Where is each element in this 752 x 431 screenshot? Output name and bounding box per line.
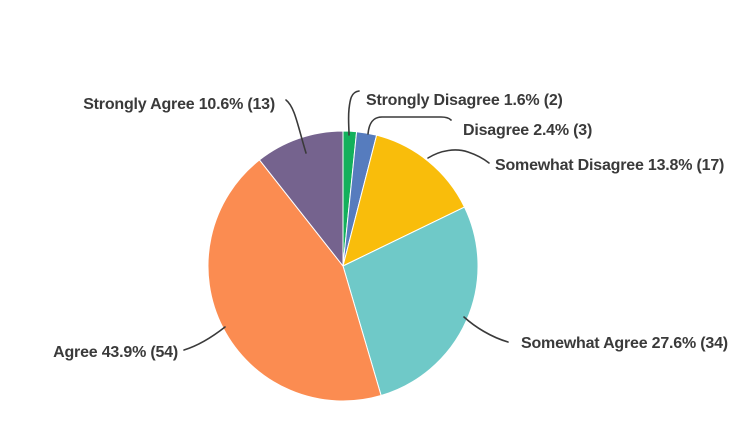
leader-line-strongly-disagree bbox=[347, 90, 360, 136]
pie-slice-somewhat-disagree bbox=[342, 134, 465, 267]
leader-line-disagree bbox=[367, 116, 452, 135]
pie-slice-somewhat-agree bbox=[342, 206, 479, 396]
leader-lines-group bbox=[183, 90, 509, 351]
leader-line-somewhat-disagree bbox=[427, 149, 490, 164]
leader-line-somewhat-agree bbox=[463, 316, 509, 343]
slice-label-strongly-agree: Strongly Agree 10.6% (13) bbox=[83, 96, 275, 113]
slice-label-disagree: Disagree 2.4% (3) bbox=[463, 122, 593, 139]
pie-slices-group bbox=[207, 130, 479, 402]
pie-slice-strongly-agree bbox=[259, 130, 344, 267]
leader-line-agree bbox=[183, 326, 226, 351]
slice-label-somewhat-disagree: Somewhat Disagree 13.8% (17) bbox=[495, 157, 725, 174]
slice-label-strongly-disagree: Strongly Disagree 1.6% (2) bbox=[366, 92, 563, 109]
leader-line-strongly-agree bbox=[285, 99, 307, 154]
slice-label-somewhat-agree: Somewhat Agree 27.6% (34) bbox=[521, 335, 728, 352]
slice-label-agree: Agree 43.9% (54) bbox=[53, 344, 178, 361]
